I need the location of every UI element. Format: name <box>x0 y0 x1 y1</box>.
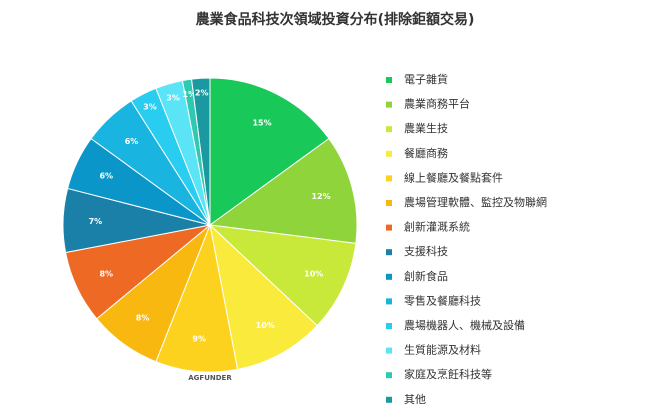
slice-label: 2% <box>195 88 209 97</box>
watermark: AGFUNDER <box>188 374 232 382</box>
pie-slice <box>191 77 211 226</box>
legend-label: 生質能源及材料 <box>404 343 481 357</box>
legend-swatch <box>386 298 392 305</box>
slice-label: 10% <box>256 321 275 330</box>
slice-label: 6% <box>99 172 113 181</box>
pie-slice <box>208 137 358 244</box>
legend-swatch <box>386 77 392 83</box>
chart-title: 農業食品科技次領域投資分布(排除鉅額交易) <box>196 11 475 28</box>
legend-label: 電子雜貨 <box>404 72 448 86</box>
legend-label: 家庭及烹飪科技等 <box>404 367 492 381</box>
legend-swatch <box>386 200 392 206</box>
legend-label: 農業生技 <box>404 121 448 135</box>
slice-label: 1% <box>183 90 197 99</box>
slice-label: 6% <box>125 137 139 146</box>
legend-label: 線上餐廳及餐點套件 <box>404 170 503 184</box>
slice-label: 15% <box>252 118 271 127</box>
pie-slice <box>208 224 357 327</box>
legend-swatch <box>386 396 392 403</box>
pie-slice <box>209 77 330 226</box>
slice-label: 8% <box>136 313 150 322</box>
legend-label: 農業商務平台 <box>404 97 470 111</box>
legend-label: 農場機器人、機械及設備 <box>404 318 525 332</box>
slice-label: 10% <box>304 269 323 278</box>
slice-label: 9% <box>192 335 206 344</box>
slice-label: 3% <box>166 93 180 102</box>
legend-label: 零售及餐廳科技 <box>404 293 481 307</box>
legend-label: 農場管理軟體、監控及物聯網 <box>404 195 547 209</box>
slice-label: 8% <box>99 269 113 278</box>
pie-slice <box>209 223 318 370</box>
slice-label: 3% <box>143 103 157 112</box>
legend-label: 創新灌溉系統 <box>404 220 470 234</box>
legend-label: 支援科技 <box>404 244 448 258</box>
legend-swatch <box>386 323 392 329</box>
legend-swatch <box>386 273 392 280</box>
legend-swatch <box>386 126 392 133</box>
legend-label: 創新食品 <box>404 269 448 283</box>
legend-label: 其他 <box>404 393 426 406</box>
legend-label: 餐廳商務 <box>404 146 448 160</box>
legend-swatch <box>386 224 392 231</box>
pie-slice <box>155 223 239 373</box>
legend-swatch <box>386 101 392 108</box>
legend-swatch <box>386 347 392 354</box>
legend-swatch <box>386 175 392 182</box>
legend-swatch <box>386 249 392 256</box>
legend-swatch <box>386 150 392 157</box>
slice-label: 12% <box>311 192 330 201</box>
slice-label: 7% <box>89 217 103 226</box>
legend-swatch <box>386 372 392 379</box>
